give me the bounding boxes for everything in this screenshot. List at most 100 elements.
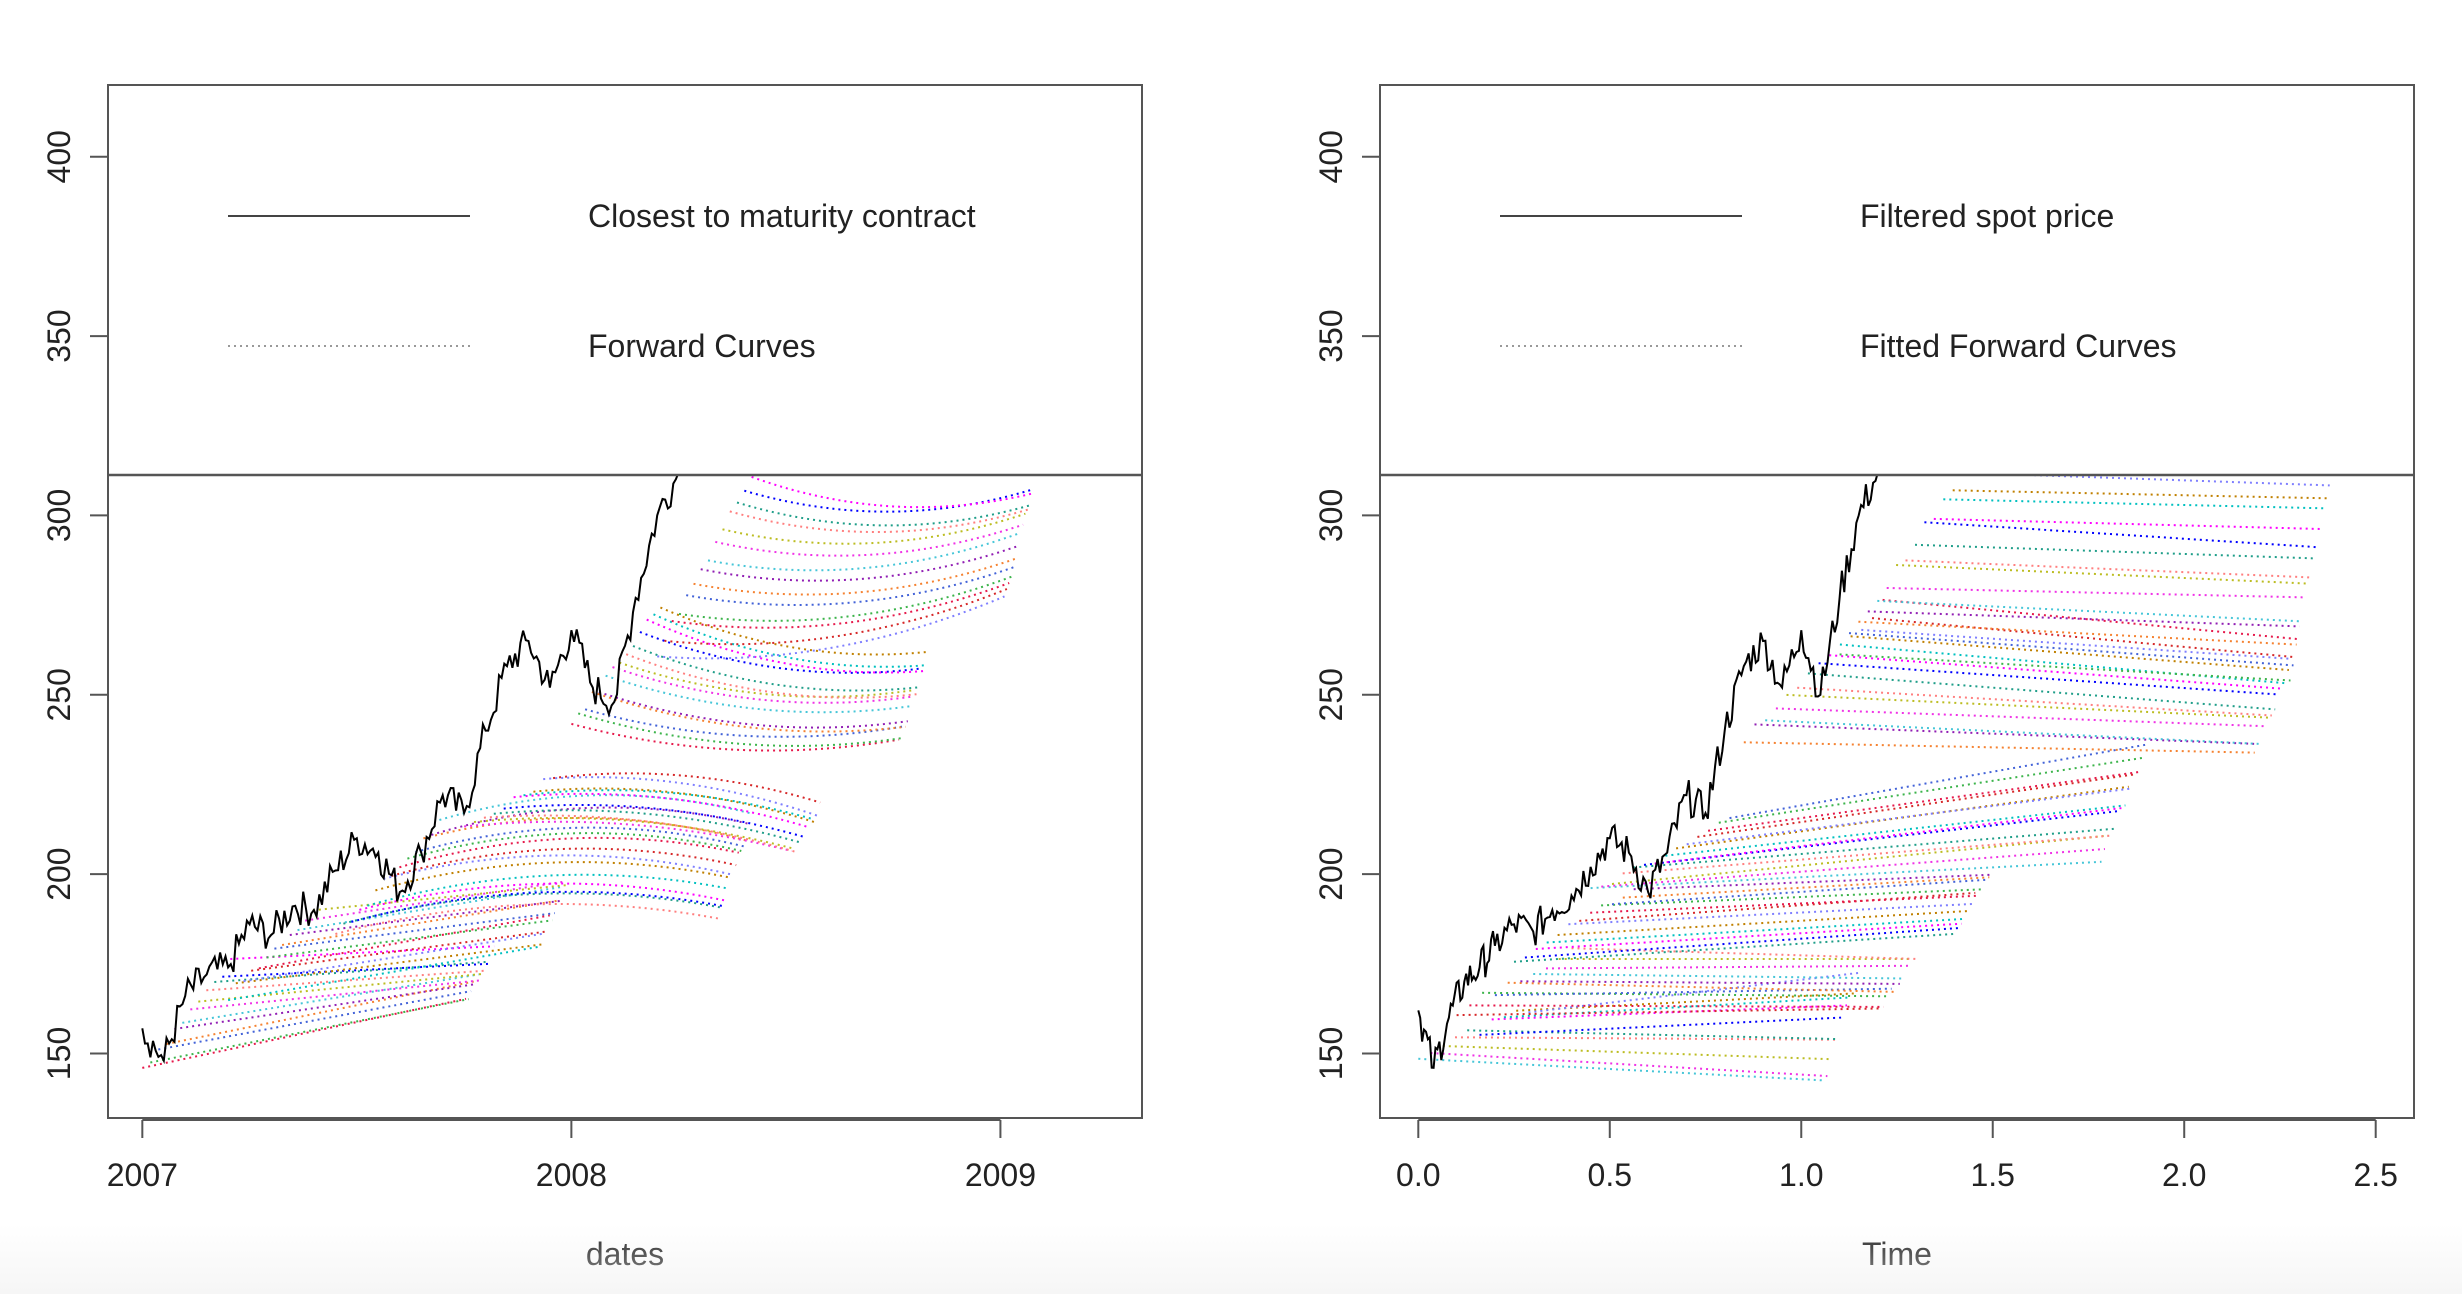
forward-curve xyxy=(1507,981,1896,993)
forward-curve xyxy=(1867,610,2300,628)
forward-curve xyxy=(1611,878,1986,906)
forward-curve xyxy=(335,903,719,935)
forward-curve xyxy=(243,932,546,983)
forward-curve xyxy=(399,836,740,869)
forward-curve xyxy=(1797,686,2272,717)
forward-curve xyxy=(230,945,495,960)
forward-curve xyxy=(605,674,911,714)
y-tick-label: 400 xyxy=(41,130,77,183)
plot-area xyxy=(141,475,1035,1069)
forward-curve xyxy=(1479,1016,1844,1036)
legend-label: Filtered spot price xyxy=(1860,198,2114,234)
forward-curve xyxy=(1905,559,2312,579)
forward-curve xyxy=(1516,992,1855,1012)
forward-curve xyxy=(1999,475,2330,487)
forward-curve xyxy=(407,832,742,860)
forward-curve xyxy=(1754,723,2259,745)
forward-curve xyxy=(751,475,1035,509)
forward-curve xyxy=(1839,643,2286,685)
forward-curve xyxy=(1469,1004,1884,1008)
forward-curve xyxy=(359,882,727,911)
forward-curve xyxy=(707,531,1022,572)
y-tick-label: 400 xyxy=(1313,130,1349,183)
x-tick-label: 2007 xyxy=(107,1157,178,1193)
x-tick-label: 0.5 xyxy=(1588,1157,1632,1193)
forward-curve xyxy=(671,582,1010,629)
x-tick-label: 2009 xyxy=(965,1157,1036,1193)
forward-curve xyxy=(182,973,479,1024)
forward-curve xyxy=(1848,632,2294,667)
forward-curve xyxy=(1729,743,2147,820)
x-axis-title: Time xyxy=(1862,1236,1932,1272)
y-tick-label: 250 xyxy=(1313,668,1349,721)
forward-curve xyxy=(1839,653,2291,682)
forward-curve xyxy=(190,979,482,1011)
forward-curve xyxy=(142,997,467,1069)
forward-curve xyxy=(1571,947,1917,960)
forward-curve xyxy=(1482,991,1888,998)
forward-curve xyxy=(493,809,802,844)
forward-curve xyxy=(533,787,815,823)
forward-curve xyxy=(577,712,902,747)
x-tick-label: 2008 xyxy=(536,1157,607,1193)
forward-curve xyxy=(274,912,555,950)
x-tick-label: 1.5 xyxy=(1970,1157,2014,1193)
forward-curve xyxy=(1456,1007,1880,1017)
series-line xyxy=(1417,475,1879,1069)
forward-curve xyxy=(632,645,919,692)
x-tick-label: 1.0 xyxy=(1779,1157,1823,1193)
forward-curve xyxy=(266,919,553,959)
y-tick-label: 350 xyxy=(1313,309,1349,362)
forward-curve xyxy=(1924,521,2318,549)
forward-curve xyxy=(150,998,469,1064)
legend-label: Closest to maturity contract xyxy=(588,198,976,234)
forward-curve xyxy=(715,523,1024,557)
forward-curve xyxy=(166,980,474,1045)
forward-curve xyxy=(1557,910,1969,936)
forward-curve xyxy=(473,816,796,850)
forward-curve xyxy=(305,880,565,922)
forward-curve xyxy=(552,772,821,804)
forward-curve xyxy=(1590,860,2102,890)
forward-curve xyxy=(543,776,818,817)
forward-curve xyxy=(227,945,541,1002)
forward-curve xyxy=(584,708,904,738)
forward-curve xyxy=(1654,807,2123,865)
plot-frame xyxy=(107,84,1143,1119)
forward-curve xyxy=(1829,654,2283,690)
forward-curve xyxy=(383,854,734,880)
forward-curve xyxy=(646,618,924,674)
forward-curve xyxy=(1786,693,2269,719)
forward-curve xyxy=(1579,891,1976,922)
forward-curve xyxy=(700,544,1019,582)
forward-curve xyxy=(653,613,926,668)
forward-curve xyxy=(174,983,477,1030)
forward-curve xyxy=(744,488,1033,513)
forward-curve xyxy=(1568,903,1972,926)
forward-curve xyxy=(1707,771,2140,832)
forward-curve xyxy=(1520,980,1900,985)
forward-curve xyxy=(1535,922,1962,950)
x-axis-title: dates xyxy=(586,1236,664,1272)
forward-curve xyxy=(1858,620,2297,646)
y-tick-label: 350 xyxy=(41,309,77,362)
forward-curve xyxy=(660,606,928,656)
forward-curve xyxy=(1886,587,2306,599)
y-tick-label: 300 xyxy=(1313,489,1349,542)
forward-curve xyxy=(503,803,805,838)
chart-panel-1: Closest to maturity contract Forward Curv… xyxy=(41,84,1143,1272)
forward-curve xyxy=(258,914,550,970)
forward-curve xyxy=(625,653,917,699)
y-tick-label: 200 xyxy=(1313,847,1349,900)
forward-curve xyxy=(1896,564,2309,585)
forward-curve xyxy=(639,631,922,674)
x-tick-label: 2.5 xyxy=(2353,1157,2397,1193)
forward-curve xyxy=(1665,804,2126,857)
forward-curve xyxy=(1850,635,2289,671)
y-tick-label: 300 xyxy=(41,489,77,542)
forward-curve xyxy=(1622,876,1990,899)
forward-curve xyxy=(312,884,568,912)
forward-curve xyxy=(1743,741,2255,754)
forward-curve xyxy=(1503,996,1851,1019)
